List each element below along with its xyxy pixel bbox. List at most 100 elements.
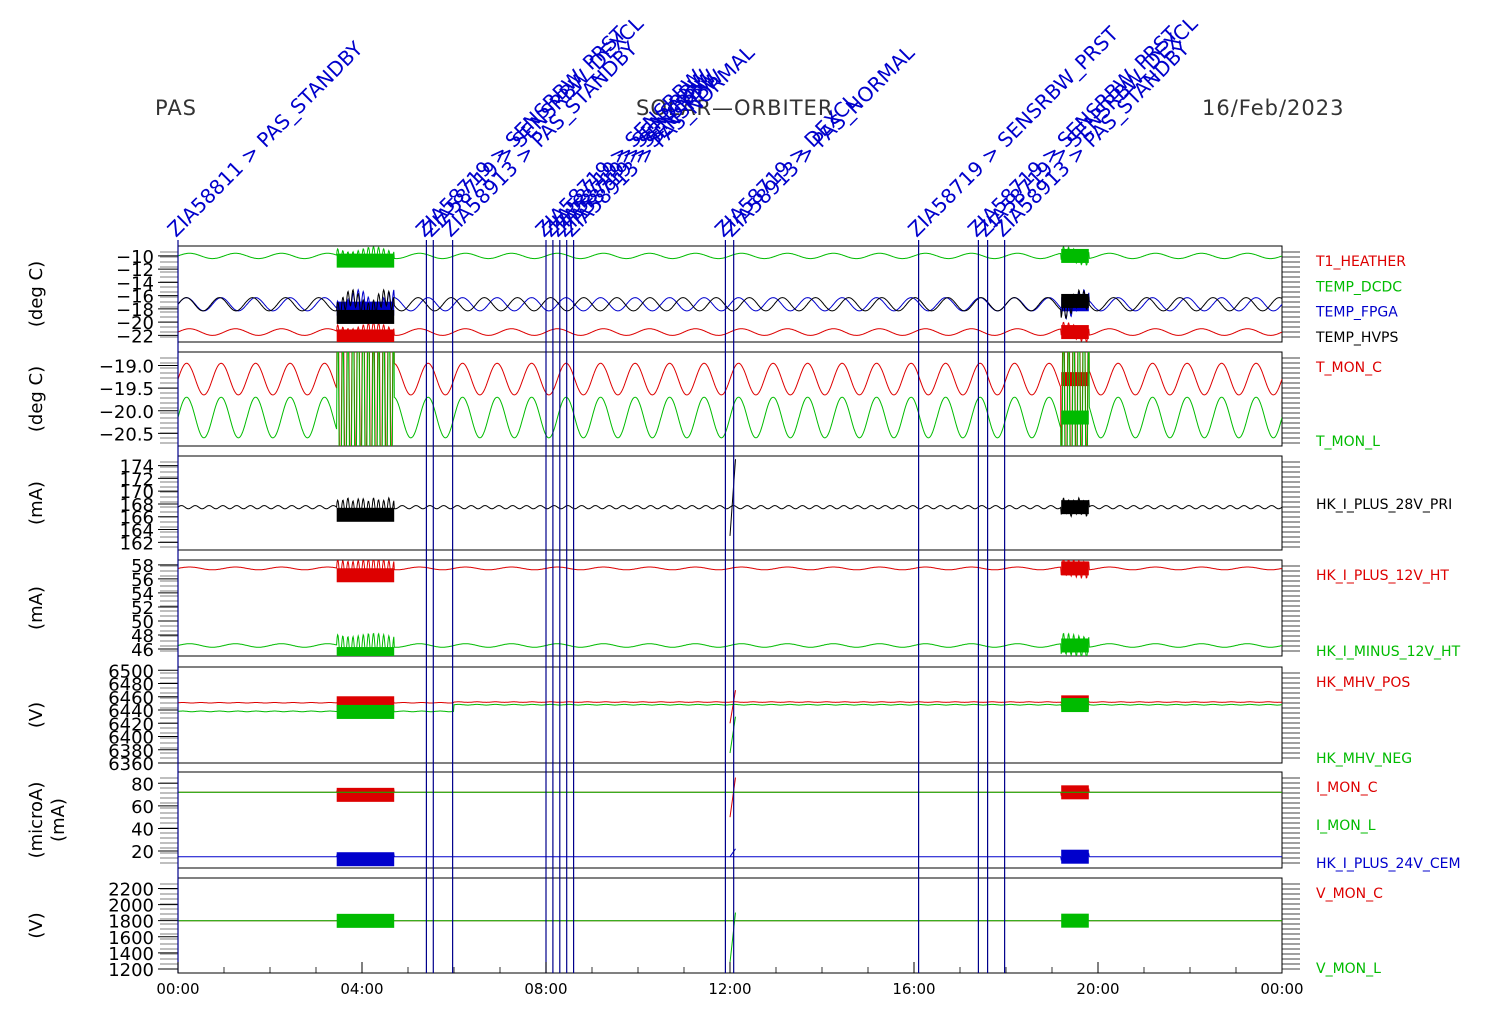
y-axis-label: (mA) xyxy=(26,481,47,525)
x-tick-label: 04:00 xyxy=(340,980,383,998)
header-mission: SOLAR—ORBITER xyxy=(636,96,834,120)
legend-hk_mhv_neg: HK_MHV_NEG xyxy=(1316,751,1412,767)
y-tick-label: −12 xyxy=(116,260,154,281)
y-tick-label: 56 xyxy=(131,570,154,591)
x-tick-label: 20:00 xyxy=(1076,980,1119,998)
y-tick-label: −16 xyxy=(116,287,154,308)
panel-2: −19.0−19.5−20.0−20.5 (deg C) T_MON_C T_MON_… xyxy=(26,351,1382,480)
x-tick-label: 00:00 xyxy=(156,980,199,998)
y-tick-label: 6440 xyxy=(108,701,154,722)
burst-block xyxy=(1061,913,1089,928)
y-tick-label: 6480 xyxy=(108,675,154,696)
y-axis-label: (deg C) xyxy=(26,366,47,432)
y-tick-label: 1200 xyxy=(108,960,154,981)
y-tick-label: 60 xyxy=(131,797,154,818)
burst-block xyxy=(1061,638,1089,653)
y-tick-label: 174 xyxy=(120,457,154,478)
header-instrument: PAS xyxy=(155,96,198,120)
y-tick-label: 1400 xyxy=(108,944,154,965)
y-tick-label: −20.0 xyxy=(99,402,154,423)
legend-hk_i_plus_28v_pri: HK_I_PLUS_28V_PRI xyxy=(1316,497,1452,513)
legend-hk_i_minus_12v_ht: HK_I_MINUS_12V_HT xyxy=(1316,644,1461,660)
y-axis-label: (mA) xyxy=(26,586,47,630)
y-tick-label: 1600 xyxy=(108,928,154,949)
y-tick-label: −19.5 xyxy=(99,379,154,400)
event-label: ZIA58719 > SENSRBW_DEXCL xyxy=(418,11,649,242)
legend-temp_dcdc: TEMP_DCDC xyxy=(1315,279,1402,295)
legend-t_mon_c: T_MON_C xyxy=(1315,360,1382,376)
legend-t_mon_l: T_MON_L xyxy=(1315,434,1380,450)
burst-block xyxy=(336,787,395,802)
burst-block xyxy=(1061,293,1089,308)
burst-block xyxy=(336,704,395,719)
y-tick-label: 6500 xyxy=(108,661,154,682)
y-axis-label: (deg C) xyxy=(26,261,47,327)
burst-block xyxy=(336,309,395,324)
x-tick-label: 08:00 xyxy=(524,980,567,998)
y-axis-label: (V) xyxy=(26,912,47,938)
series-line-t_mon_l xyxy=(178,352,1282,446)
y-tick-label: −19.0 xyxy=(99,357,154,378)
legend-t1_heather: T1_HEATHER xyxy=(1315,254,1406,270)
legend-hk_i_plus_24v_cem: HK_I_PLUS_24V_CEM xyxy=(1316,856,1461,872)
y-tick-label: −20.5 xyxy=(99,424,154,445)
y-tick-label: −10 xyxy=(116,247,154,268)
y-tick-label: 50 xyxy=(131,612,154,633)
burst-block xyxy=(1061,561,1089,576)
burst-block xyxy=(336,647,395,656)
y-tick-label: −20 xyxy=(116,313,154,334)
event-label: ZIA58913 > PAS_STANDBY xyxy=(437,36,642,241)
burst-block xyxy=(336,329,395,342)
y-tick-label: 2200 xyxy=(108,879,154,900)
burst-block xyxy=(336,568,395,583)
burst-block xyxy=(336,507,395,522)
legend-hk_i_plus_12v_ht: HK_I_PLUS_12V_HT xyxy=(1316,568,1449,584)
burst-block xyxy=(337,466,395,480)
y-tick-label: 6420 xyxy=(108,714,154,735)
y-tick-label: 164 xyxy=(120,521,154,542)
legend-v_mon_l: V_MON_L xyxy=(1316,961,1381,977)
y-axis-label: (V) xyxy=(26,702,47,728)
burst-block xyxy=(336,852,395,867)
burst-block xyxy=(1061,698,1089,713)
burst-block xyxy=(1061,248,1089,263)
y-tick-label: 6380 xyxy=(108,741,154,762)
series-line-hk_i_plus_28v_pri xyxy=(178,459,1282,536)
legend-i_mon_l: I_MON_L xyxy=(1316,818,1376,834)
legend-v_mon_c: V_MON_C xyxy=(1316,886,1383,902)
event-label: ZIA58913 > PAS_NORMAL xyxy=(718,40,920,242)
y-tick-label: 58 xyxy=(131,556,154,577)
y-tick-label: 6460 xyxy=(108,688,154,709)
y-tick-label: −18 xyxy=(116,300,154,321)
x-tick-label: 16:00 xyxy=(892,980,935,998)
y-tick-label: 162 xyxy=(120,533,154,554)
y-tick-label: 6360 xyxy=(108,754,154,775)
y-tick-label: 48 xyxy=(131,626,154,647)
y-tick-label: 1800 xyxy=(108,912,154,933)
legend-i_mon_c: I_MON_C xyxy=(1316,780,1378,796)
y-tick-label: 168 xyxy=(120,495,154,516)
series-line-hk_i_minus_12v_ht xyxy=(178,632,1282,656)
y-tick-label: 20 xyxy=(131,842,154,863)
y-tick-label: 166 xyxy=(120,508,154,529)
event-markers: ZIA58811 > PAS_STANDBY ZIA58719 > SENSRBW… xyxy=(163,11,1203,973)
series-line-temp_fpga xyxy=(178,288,1282,320)
y-tick-label: 40 xyxy=(131,819,154,840)
y-axis-label-secondary: (mA) xyxy=(48,798,69,842)
y-tick-label: −14 xyxy=(116,273,154,294)
burst-block xyxy=(336,253,395,268)
y-tick-label: 6400 xyxy=(108,728,154,749)
burst-block xyxy=(1061,325,1089,340)
legend-temp_fpga: TEMP_FPGA xyxy=(1315,305,1398,321)
y-tick-label: 170 xyxy=(120,482,154,503)
burst-block xyxy=(1061,500,1089,515)
x-axis: 00:00 04:00 08:00 12:00 16:00 20:00 00:00 xyxy=(156,962,1304,998)
legend-temp_hvps: TEMP_HVPS xyxy=(1315,330,1398,346)
series-line-temp_hvps xyxy=(178,288,1282,319)
